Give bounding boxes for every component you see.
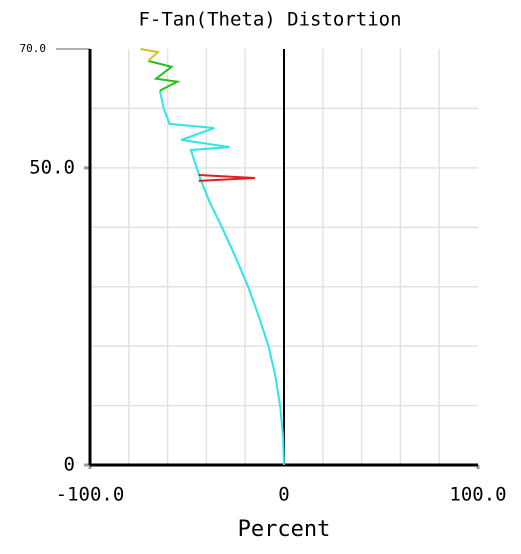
y-tick-label: 70.0: [20, 42, 47, 55]
distortion-line: [147, 59, 181, 92]
y-tick-label: 0: [64, 454, 75, 476]
x-tick-label: 0: [278, 484, 289, 506]
distortion-line: [158, 90, 285, 466]
x-axis-label: Percent: [238, 517, 331, 542]
x-tick-label: -100.0: [56, 484, 125, 506]
y-tick-label: 50.0: [29, 156, 75, 178]
x-tick-label: 100.0: [449, 484, 506, 506]
distortion-line: [140, 48, 161, 62]
chart-title: F-Tan(Theta) Distortion: [138, 9, 401, 31]
distortion-line: [198, 173, 255, 182]
